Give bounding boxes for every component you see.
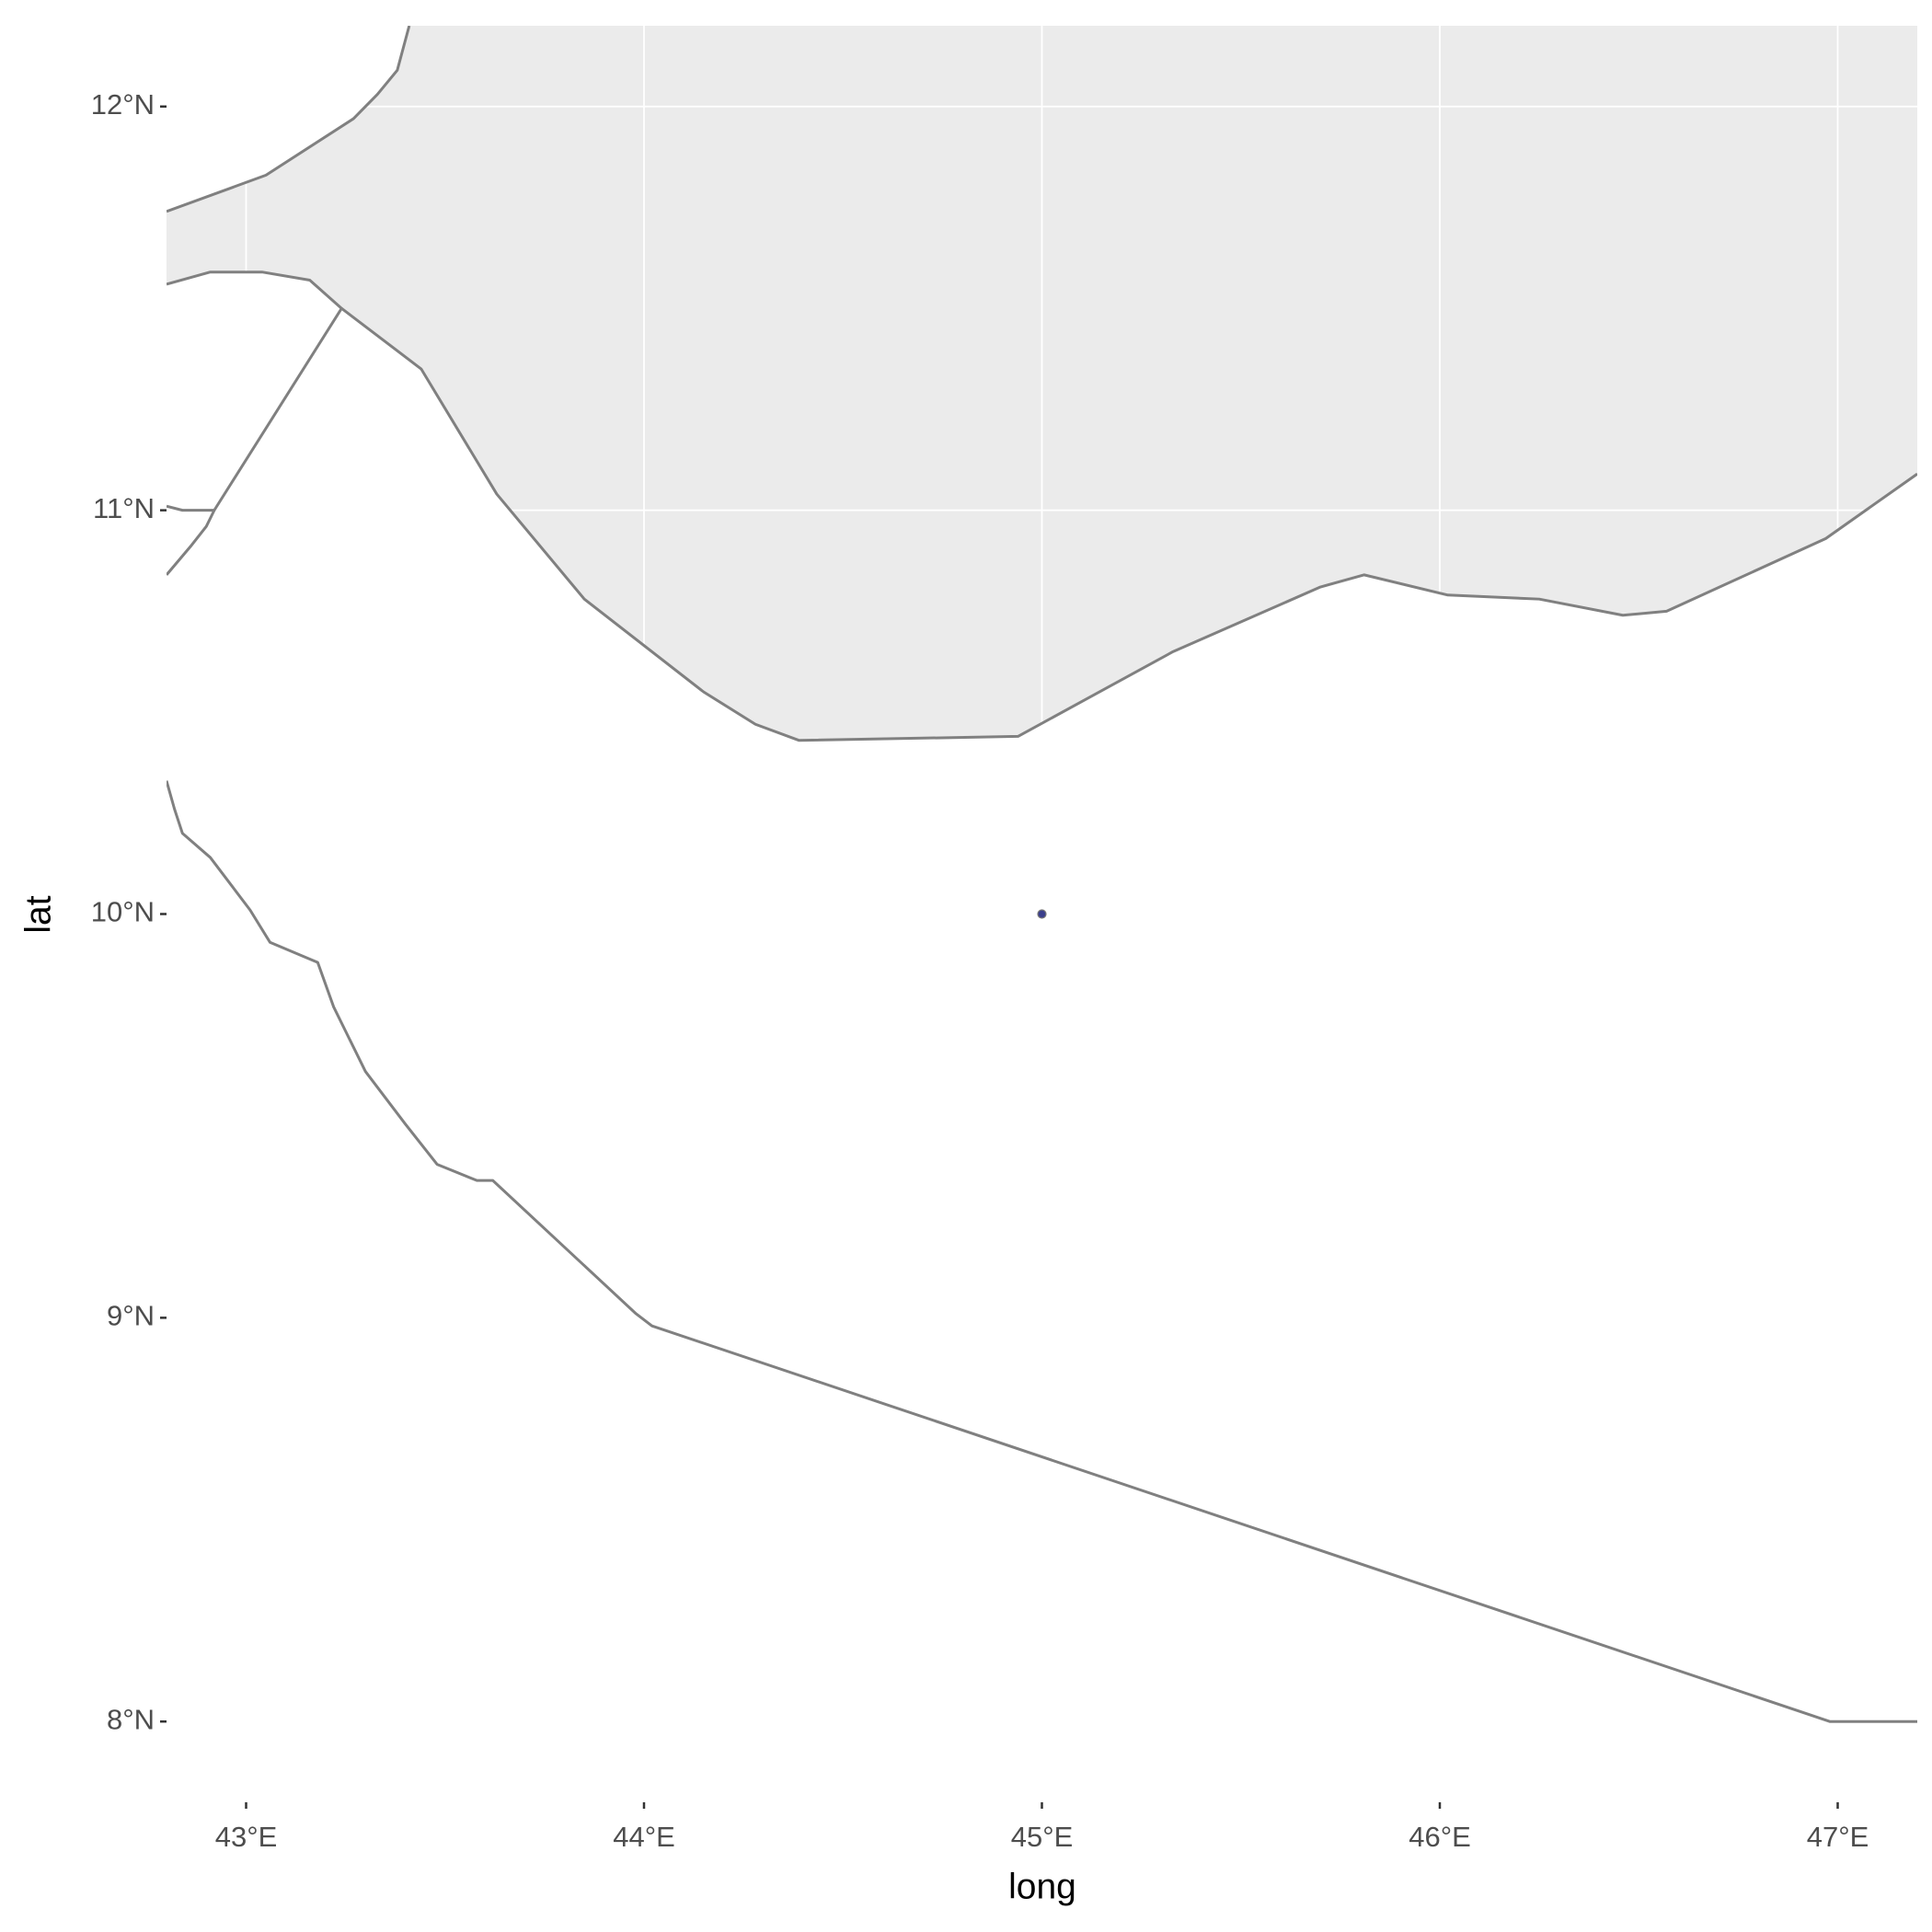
y-tick-label: 11°N <box>93 492 155 524</box>
y-tick-label: 8°N <box>107 1703 155 1735</box>
coastline <box>167 26 1917 742</box>
outlines <box>167 26 1917 1723</box>
x-tick-label: 47°E <box>1807 1821 1869 1853</box>
coastline <box>167 307 343 512</box>
y-tick-label: 10°N <box>91 896 155 928</box>
y-axis-title: lat <box>18 895 58 933</box>
x-tick-label: 45°E <box>1011 1821 1074 1853</box>
x-tick-label: 44°E <box>613 1821 675 1853</box>
coastline <box>167 509 216 576</box>
point <box>1037 909 1047 919</box>
y-tick-label: 9°N <box>107 1300 155 1332</box>
x-tick-label: 46°E <box>1409 1821 1471 1853</box>
grid <box>167 26 1917 1802</box>
y-tick-label: 12°N <box>91 88 155 121</box>
points <box>1037 909 1047 919</box>
coastline <box>167 780 1917 1723</box>
x-axis-title: long <box>1008 1867 1076 1906</box>
x-tick-label: 43°E <box>215 1821 278 1853</box>
